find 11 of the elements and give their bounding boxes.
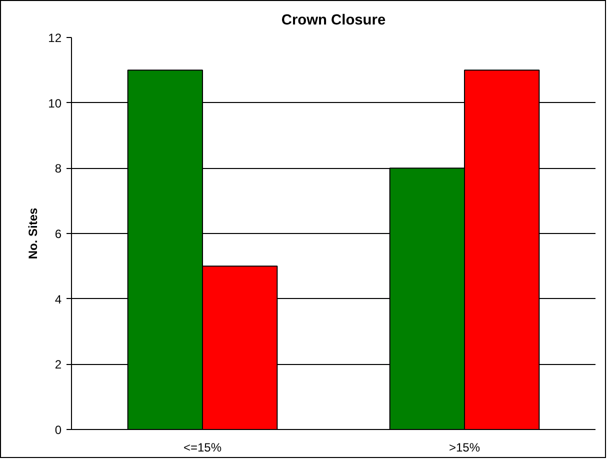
x-tick-label: <=15% xyxy=(183,440,222,454)
chart-title: Crown Closure xyxy=(281,12,386,28)
y-axis-title: No. Sites xyxy=(26,208,40,260)
y-tick-label: 0 xyxy=(54,423,62,437)
y-tick-label: 12 xyxy=(48,31,62,45)
y-tick-label: 6 xyxy=(54,227,62,241)
y-tick-label: 10 xyxy=(48,96,62,110)
y-tick-label: 4 xyxy=(54,292,62,306)
y-tick-label: 2 xyxy=(54,358,62,372)
y-tick-label: 8 xyxy=(54,162,62,176)
x-tick-label: >15% xyxy=(448,440,480,454)
